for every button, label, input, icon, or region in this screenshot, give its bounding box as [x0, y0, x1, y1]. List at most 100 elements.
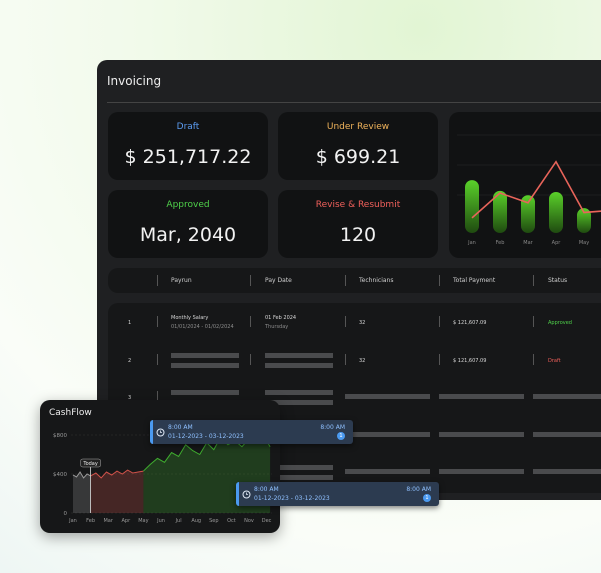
area — [73, 472, 91, 513]
x-tick-label: Apr — [552, 240, 562, 246]
stat-value: $ 251,717.22 — [124, 146, 252, 168]
stat-label: Approved — [166, 200, 210, 210]
y-tick-label: $800 — [53, 433, 67, 439]
bar — [577, 208, 591, 233]
placeholder — [345, 469, 430, 474]
count-badge: 1 — [337, 432, 345, 440]
payrun-dates: 01/01/2024 - 01/02/2024 — [171, 324, 234, 330]
stat-label: Revise & Resubmit — [315, 200, 401, 210]
today-badge — [80, 458, 101, 468]
cashflow-title: CashFlow — [49, 408, 92, 418]
cashflow-line — [72, 471, 91, 479]
placeholder — [171, 390, 239, 395]
cashflow-line — [90, 469, 144, 479]
area — [90, 470, 144, 513]
table-header: Payrun Pay Date Technicians Total Paymen… — [108, 268, 601, 293]
stat-value: $ 699.21 — [315, 146, 401, 168]
column-header: Pay Date — [265, 277, 292, 284]
placeholder — [265, 465, 333, 470]
placeholder — [533, 469, 601, 474]
x-tick-label: Oct — [227, 518, 236, 524]
separator — [533, 275, 534, 286]
panel-title: Invoicing — [107, 74, 162, 88]
placeholder — [533, 432, 601, 437]
placeholder — [345, 394, 430, 399]
separator — [250, 354, 251, 365]
today-label: Today — [82, 461, 98, 467]
y-tick-label: 0 — [64, 511, 68, 517]
x-tick-label: May — [579, 240, 589, 246]
stat-label: Draft — [176, 122, 200, 132]
placeholder — [265, 475, 333, 480]
technicians: 32 — [359, 320, 366, 326]
separator — [345, 316, 346, 327]
total-payment: $ 121,607.09 — [453, 320, 487, 326]
x-tick-label: Mar — [103, 518, 113, 524]
trend-line — [471, 160, 601, 219]
x-tick-label: Aug — [191, 518, 201, 524]
event-tooltip[interactable]: 8:00 AM 01-12-2023 - 03-12-2023 8:00 AM … — [150, 420, 353, 444]
start-time: 8:00 AM — [254, 486, 279, 493]
divider — [107, 102, 601, 103]
x-tick-label: Jul — [175, 518, 182, 524]
x-tick-label: Nov — [244, 518, 254, 524]
row-index: 3 — [128, 395, 132, 401]
separator — [157, 391, 158, 402]
status: Approved — [548, 320, 572, 326]
stat-value: Mar, 2040 — [139, 224, 237, 246]
separator — [345, 354, 346, 365]
separator — [439, 275, 440, 286]
placeholder — [171, 363, 239, 368]
x-tick-label: Sep — [209, 518, 218, 524]
stat-card[interactable]: Draft $ 251,717.22 — [108, 112, 268, 180]
placeholder — [265, 363, 333, 368]
stat-label: Under Review — [326, 122, 390, 132]
placeholder — [265, 390, 333, 395]
bar — [549, 191, 563, 233]
placeholder — [439, 394, 524, 399]
separator — [533, 316, 534, 327]
separator — [250, 275, 251, 286]
stat-card[interactable]: Revise & Resubmit 120 — [278, 190, 438, 258]
separator — [533, 354, 534, 365]
x-tick-label: Feb — [86, 518, 95, 524]
event-tooltip[interactable]: 8:00 AM 01-12-2023 - 03-12-2023 8:00 AM … — [236, 482, 439, 506]
status: Draft — [548, 358, 561, 364]
separator — [157, 354, 158, 365]
invoicing-panel: Invoicing Draft $ 251,717.22 Under Revie… — [97, 60, 601, 500]
separator — [439, 316, 440, 327]
x-tick-label: Mar — [523, 240, 533, 246]
placeholder — [439, 432, 524, 437]
placeholder — [171, 353, 239, 358]
placeholder — [265, 353, 333, 358]
count-badge: 1 — [423, 494, 431, 502]
x-tick-label: May — [138, 518, 148, 524]
stat-card[interactable]: Under Review $ 699.21 — [278, 112, 438, 180]
placeholder — [345, 432, 430, 437]
x-tick-label: Feb — [496, 240, 505, 246]
stat-card[interactable]: Approved Mar, 2040 — [108, 190, 268, 258]
date-range: 01-12-2023 - 03-12-2023 — [254, 495, 330, 502]
technicians: 32 — [359, 358, 366, 364]
bar — [521, 195, 535, 233]
clock-icon — [242, 490, 251, 499]
x-tick-label: Dec — [262, 518, 272, 524]
placeholder — [265, 400, 333, 405]
x-tick-label: Jan — [467, 240, 476, 246]
separator — [345, 275, 346, 286]
separator — [157, 316, 158, 327]
separator — [439, 354, 440, 365]
stat-value: 120 — [339, 224, 377, 246]
separator — [157, 275, 158, 286]
placeholder — [533, 394, 601, 399]
y-tick-label: $400 — [53, 472, 67, 478]
separator — [250, 316, 251, 327]
pay-date: 01 Feb 2024 — [265, 315, 297, 321]
start-time: 8:00 AM — [168, 424, 193, 431]
row-index: 1 — [128, 320, 132, 326]
payrun[interactable]: Monthly Salary — [171, 315, 209, 321]
column-header: Payrun — [171, 277, 192, 284]
